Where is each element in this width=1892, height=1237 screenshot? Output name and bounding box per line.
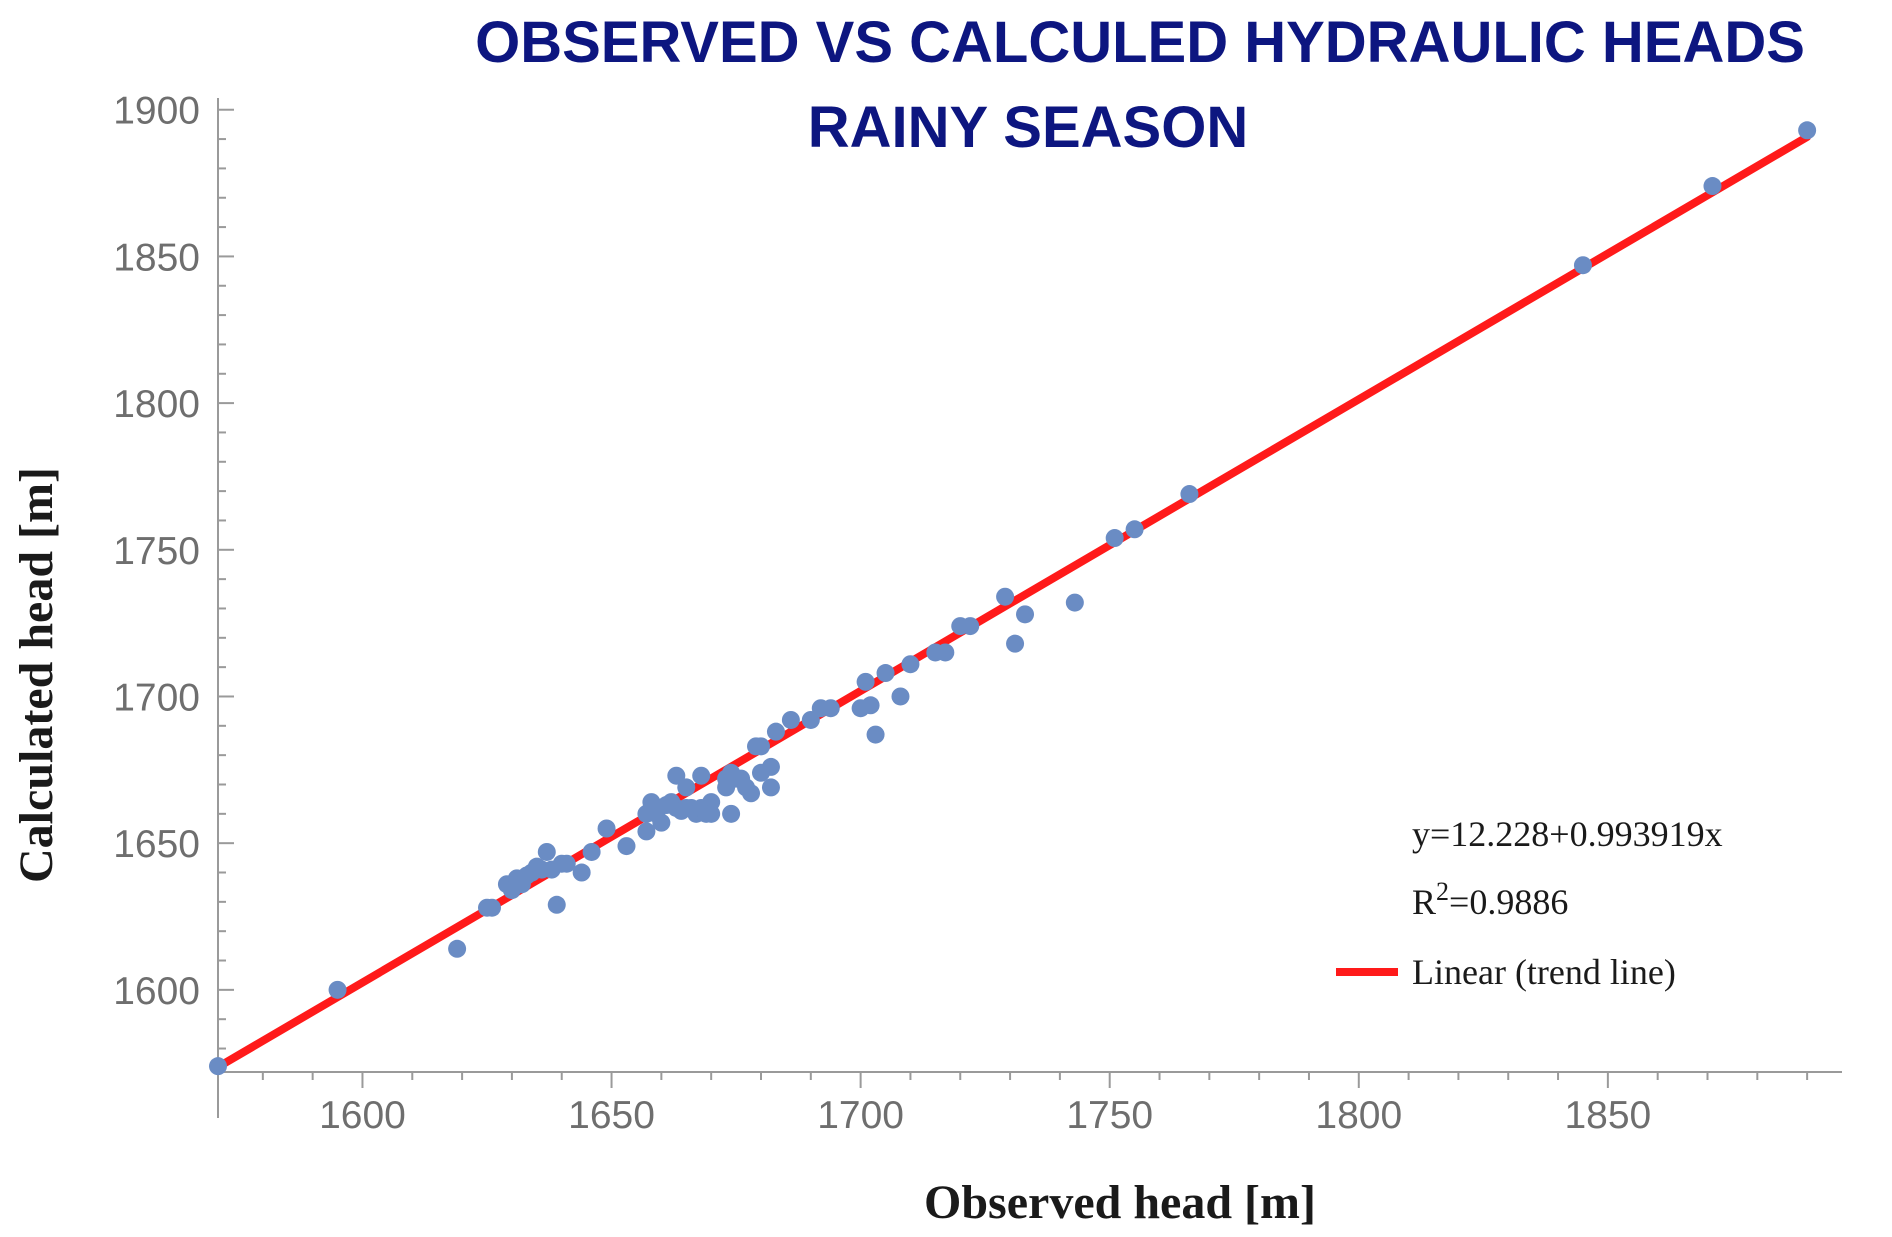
r-squared-superscript: 2 [1436,877,1449,906]
data-point [328,980,347,999]
data-point [557,854,576,873]
data-point [722,804,741,823]
data-point [996,587,1015,606]
data-point [448,939,467,958]
legend-label: Linear (trend line) [1412,952,1676,992]
data-point [597,819,616,838]
data-point [856,672,875,691]
data-point [1105,529,1124,548]
y-tick-label: 1900 [113,90,200,133]
data-point [781,710,800,729]
chart-subtitle: RAINY SEASON [808,95,1248,160]
r-squared-prefix: R [1412,882,1436,922]
data-point [1798,121,1817,140]
y-tick-label: 1800 [113,383,200,426]
equation-label: y=12.228+0.993919x [1412,814,1723,854]
data-point [677,778,696,797]
data-point [751,737,770,756]
y-tick-label: 1700 [113,676,200,719]
x-tick-label: 1650 [568,1094,655,1137]
data-point [801,710,820,729]
r-squared-label: R2=0.9886 [1412,877,1568,922]
data-point [1006,634,1025,653]
data-point [891,687,910,706]
data-point [761,778,780,797]
data-point [1016,605,1035,624]
y-tick-label: 1600 [113,970,200,1013]
data-point [692,766,711,785]
y-tick-label: 1850 [113,236,200,279]
x-tick-label: 1700 [817,1094,904,1137]
data-point [761,757,780,776]
x-tick-label: 1600 [319,1094,406,1137]
chart-title: OBSERVED VS CALCULED HYDRAULIC HEADS [475,10,1805,75]
data-point [582,842,601,861]
data-point [637,822,656,841]
x-tick-label: 1850 [1564,1094,1651,1137]
data-point [209,1057,227,1076]
x-axis-ticks: 1600 1650 1700 1750 1800 1850 [261,1072,1809,1137]
data-point [1065,593,1084,612]
data-point [617,837,636,856]
y-axis-title: Calculated head [m] [10,467,63,883]
y-tick-label: 1750 [113,530,200,573]
data-point [866,725,885,744]
annotation-box: y=12.228+0.993919x R2=0.9886 Linear (tre… [1336,814,1723,992]
data-point [742,784,761,803]
data-point [821,699,840,718]
data-point [1703,177,1722,196]
data-point [537,842,556,861]
data-point [1125,520,1144,539]
data-point [702,804,721,823]
data-point [547,895,566,914]
trend-line [214,132,1812,1072]
data-point [1573,256,1592,275]
data-point [936,643,955,662]
data-point [861,696,880,715]
x-tick-label: 1800 [1315,1094,1402,1137]
y-tick-label: 1650 [113,823,200,866]
data-point [961,617,980,636]
data-point [901,655,920,674]
data-points [209,121,1817,1076]
data-point [667,766,686,785]
data-point [572,863,591,882]
x-axis-title: Observed head [m] [924,1176,1316,1229]
y-axis-ticks: 1600 1650 1700 1750 1800 1850 1900 [113,90,234,1050]
data-point [766,722,785,741]
r-squared-value: =0.9886 [1449,882,1568,922]
data-point [1180,485,1199,504]
data-point [876,664,895,683]
x-tick-label: 1750 [1066,1094,1153,1137]
data-point [482,898,501,917]
data-point [652,813,671,832]
